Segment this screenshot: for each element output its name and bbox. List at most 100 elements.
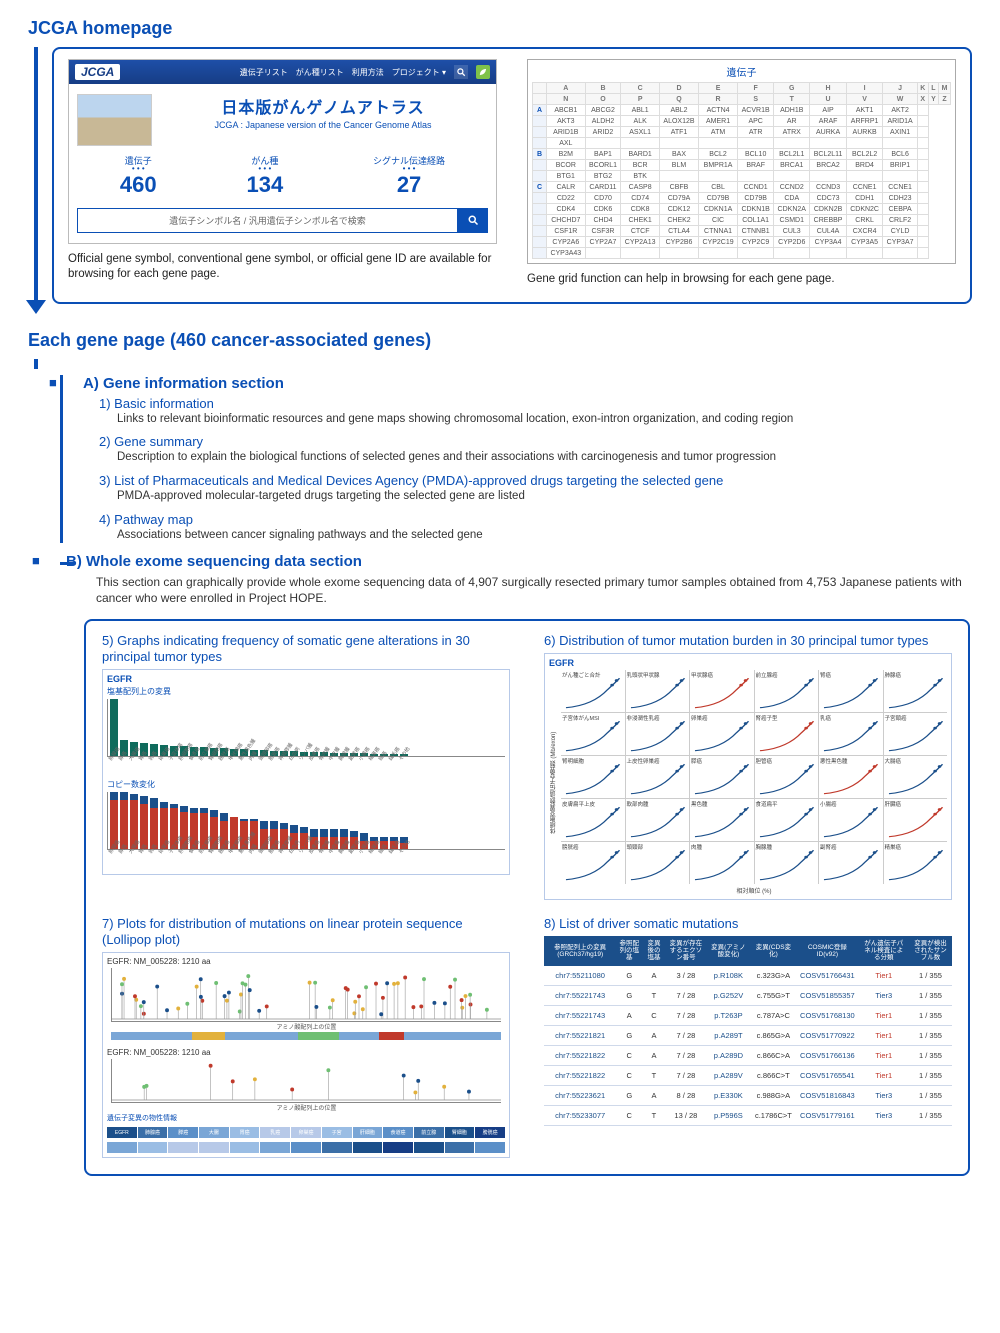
gene-cell[interactable]: BTG1 <box>547 171 586 182</box>
gene-cell[interactable]: AURKA <box>810 127 847 138</box>
gene-cell[interactable]: CTNNB1 <box>738 226 774 237</box>
gene-cell[interactable]: ARID1B <box>547 127 586 138</box>
gene-cell[interactable]: CD79B <box>699 193 738 204</box>
gene-cell[interactable]: CYP3A7 <box>883 237 917 248</box>
gene-cell[interactable]: CDH23 <box>883 193 917 204</box>
gene-cell[interactable] <box>917 182 928 193</box>
gene-cell[interactable]: CD79B <box>738 193 774 204</box>
gene-cell[interactable] <box>774 138 810 149</box>
gene-cell[interactable] <box>810 171 847 182</box>
gene-cell[interactable]: CDKN2A <box>774 204 810 215</box>
gene-cell[interactable]: AKT2 <box>883 105 917 116</box>
gene-cell[interactable] <box>810 138 847 149</box>
gene-cell[interactable] <box>917 138 928 149</box>
gene-cell[interactable]: CDK12 <box>659 204 698 215</box>
gene-cell[interactable] <box>699 138 738 149</box>
gene-cell[interactable]: ALK <box>621 116 660 127</box>
gene-cell[interactable]: BRCA2 <box>810 160 847 171</box>
gene-cell[interactable]: CSF3R <box>585 226 621 237</box>
gene-cell[interactable]: BMPR1A <box>699 160 738 171</box>
gene-cell[interactable]: AXIN1 <box>883 127 917 138</box>
gene-cell[interactable]: CDK8 <box>621 204 660 215</box>
gene-cell[interactable] <box>738 248 774 259</box>
gene-cell[interactable]: ARFRP1 <box>846 116 883 127</box>
gene-cell[interactable] <box>699 171 738 182</box>
gene-cell[interactable]: CD70 <box>585 193 621 204</box>
gene-cell[interactable]: CDK4 <box>547 204 586 215</box>
gene-cell[interactable]: AKT1 <box>846 105 883 116</box>
gene-cell[interactable]: CD74 <box>621 193 660 204</box>
gene-cell[interactable]: ARAF <box>810 116 847 127</box>
gene-cell[interactable]: CYP2A13 <box>621 237 660 248</box>
gene-cell[interactable]: CSF1R <box>547 226 586 237</box>
gene-cell[interactable]: CDKN2C <box>846 204 883 215</box>
gene-cell[interactable] <box>917 116 928 127</box>
gene-cell[interactable]: ATF1 <box>659 127 698 138</box>
gene-cell[interactable]: AR <box>774 116 810 127</box>
gene-cell[interactable]: CCND3 <box>810 182 847 193</box>
gene-cell[interactable]: CDA <box>774 193 810 204</box>
search-button[interactable] <box>458 208 488 233</box>
gene-cell[interactable]: BLM <box>659 160 698 171</box>
gene-cell[interactable]: AIP <box>810 105 847 116</box>
gene-cell[interactable]: BCL2L11 <box>810 149 847 160</box>
gene-cell[interactable]: BCL10 <box>738 149 774 160</box>
gene-cell[interactable] <box>774 248 810 259</box>
driver-row[interactable]: chr7:55233077CT13 / 28 p.P596Sc.1786C>TC… <box>544 1105 952 1125</box>
gene-cell[interactable]: BCL2L1 <box>774 149 810 160</box>
nav-gene-list[interactable]: 遺伝子リスト <box>240 67 288 78</box>
gene-cell[interactable] <box>917 160 928 171</box>
gene-cell[interactable]: CCNE1 <box>883 182 917 193</box>
gene-cell[interactable]: CTCF <box>621 226 660 237</box>
gene-cell[interactable]: B2M <box>547 149 586 160</box>
gene-cell[interactable] <box>917 248 928 259</box>
gene-cell[interactable]: CTNNA1 <box>699 226 738 237</box>
gene-cell[interactable]: CHEK1 <box>621 215 660 226</box>
gene-cell[interactable]: CDH1 <box>846 193 883 204</box>
gene-cell[interactable] <box>883 138 917 149</box>
gene-cell[interactable]: CBFB <box>659 182 698 193</box>
gene-cell[interactable]: BCL6 <box>883 149 917 160</box>
gene-cell[interactable]: CSMD1 <box>774 215 810 226</box>
gene-cell[interactable]: AURKB <box>846 127 883 138</box>
gene-cell[interactable]: BAP1 <box>585 149 621 160</box>
gene-cell[interactable]: CXCR4 <box>846 226 883 237</box>
gene-cell[interactable]: CCND2 <box>774 182 810 193</box>
gene-cell[interactable]: ASXL1 <box>621 127 660 138</box>
gene-cell[interactable]: CALR <box>547 182 586 193</box>
driver-row[interactable]: chr7:55211080GA3 / 28 p.R108Kc.323G>ACOS… <box>544 966 952 986</box>
search-icon[interactable] <box>454 65 468 79</box>
gene-cell[interactable]: CYP2D6 <box>774 237 810 248</box>
gene-cell[interactable]: ARID1A <box>883 116 917 127</box>
gene-cell[interactable]: CREBBP <box>810 215 847 226</box>
gene-cell[interactable]: APC <box>738 116 774 127</box>
gene-cell[interactable]: CYP2C19 <box>699 237 738 248</box>
gene-cell[interactable]: ABL1 <box>621 105 660 116</box>
gene-cell[interactable] <box>659 248 698 259</box>
gene-cell[interactable]: CYP3A4 <box>810 237 847 248</box>
gene-cell[interactable]: ARID2 <box>585 127 621 138</box>
gene-cell[interactable] <box>846 138 883 149</box>
gene-cell[interactable] <box>917 215 928 226</box>
gene-cell[interactable]: BTK <box>621 171 660 182</box>
driver-row[interactable]: chr7:55221822CA7 / 28 p.A289Dc.866C>ACOS… <box>544 1045 952 1065</box>
gene-cell[interactable]: CEBPA <box>883 204 917 215</box>
gene-cell[interactable] <box>917 237 928 248</box>
gene-cell[interactable]: CCNE1 <box>846 182 883 193</box>
gene-cell[interactable]: BRD4 <box>846 160 883 171</box>
gene-cell[interactable]: ATR <box>738 127 774 138</box>
gene-cell[interactable]: BCOR <box>547 160 586 171</box>
gene-cell[interactable]: BRAF <box>738 160 774 171</box>
gene-cell[interactable]: CIC <box>699 215 738 226</box>
driver-row[interactable]: chr7:55221822CT7 / 28 p.A289Vc.866C>TCOS… <box>544 1065 952 1085</box>
driver-row[interactable]: chr7:55221743AC7 / 28 p.T263Pc.787A>CCOS… <box>544 1005 952 1025</box>
search-input[interactable]: 遺伝子シンボル名 / 汎用遺伝子シンボル名で検索 <box>77 208 458 233</box>
gene-cell[interactable] <box>810 248 847 259</box>
gene-cell[interactable]: AXL <box>547 138 586 149</box>
gene-cell[interactable] <box>846 171 883 182</box>
gene-cell[interactable]: CASP8 <box>621 182 660 193</box>
gene-cell[interactable]: CYP3A5 <box>846 237 883 248</box>
gene-cell[interactable] <box>738 171 774 182</box>
gene-cell[interactable]: CUL4A <box>810 226 847 237</box>
gene-cell[interactable]: CUL3 <box>774 226 810 237</box>
